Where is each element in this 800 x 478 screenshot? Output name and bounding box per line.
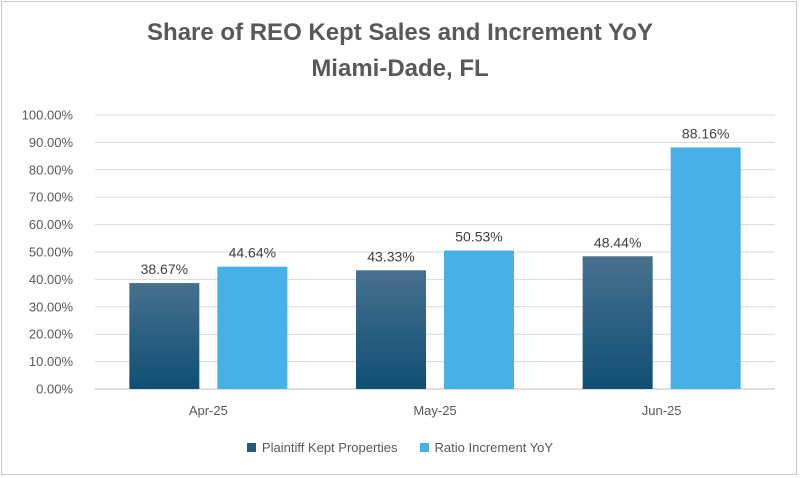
chart-title: Share of REO Kept Sales and Increment Yo… xyxy=(147,19,653,46)
y-tick-label: 80.00% xyxy=(29,162,74,177)
legend-item-plaintiff-kept: Plaintiff Kept Properties xyxy=(246,440,398,455)
legend-label: Plaintiff Kept Properties xyxy=(261,440,398,455)
data-label: 43.33% xyxy=(367,248,414,264)
bar-plaintiff-kept xyxy=(129,283,200,389)
chart-legend: Plaintiff Kept Properties Ratio Incremen… xyxy=(0,440,800,455)
bar-plaintiff-kept xyxy=(356,270,426,389)
y-tick-label: 20.00% xyxy=(29,327,74,342)
data-label: 88.16% xyxy=(682,125,729,141)
x-tick-label: Jun-25 xyxy=(642,403,682,418)
y-tick-label: 10.00% xyxy=(29,354,74,369)
data-label: 50.53% xyxy=(455,229,502,245)
y-tick-label: 0.00% xyxy=(36,382,73,397)
y-tick-label: 100.00% xyxy=(22,108,74,123)
x-tick-label: Apr-25 xyxy=(189,403,228,418)
y-tick-label: 50.00% xyxy=(29,245,74,260)
legend-swatch xyxy=(419,443,429,452)
legend-swatch xyxy=(246,443,256,452)
data-label: 44.64% xyxy=(229,245,276,261)
chart-subtitle: Miami-Dade, FL xyxy=(311,55,489,82)
bar-ratio-increment xyxy=(444,250,514,389)
y-tick-label: 90.00% xyxy=(29,135,74,150)
data-label: 48.44% xyxy=(594,234,641,250)
legend-item-ratio-increment: Ratio Increment YoY xyxy=(419,440,554,455)
bar-plaintiff-kept xyxy=(582,256,653,389)
bar-ratio-increment xyxy=(670,147,741,389)
y-tick-label: 30.00% xyxy=(29,299,74,314)
y-tick-label: 40.00% xyxy=(29,272,74,287)
bar-ratio-increment xyxy=(217,266,288,389)
data-label: 38.67% xyxy=(141,261,188,277)
y-tick-label: 70.00% xyxy=(29,190,74,205)
legend-label: Ratio Increment YoY xyxy=(434,440,554,455)
x-tick-label: May-25 xyxy=(413,403,456,418)
y-tick-label: 60.00% xyxy=(29,217,74,232)
